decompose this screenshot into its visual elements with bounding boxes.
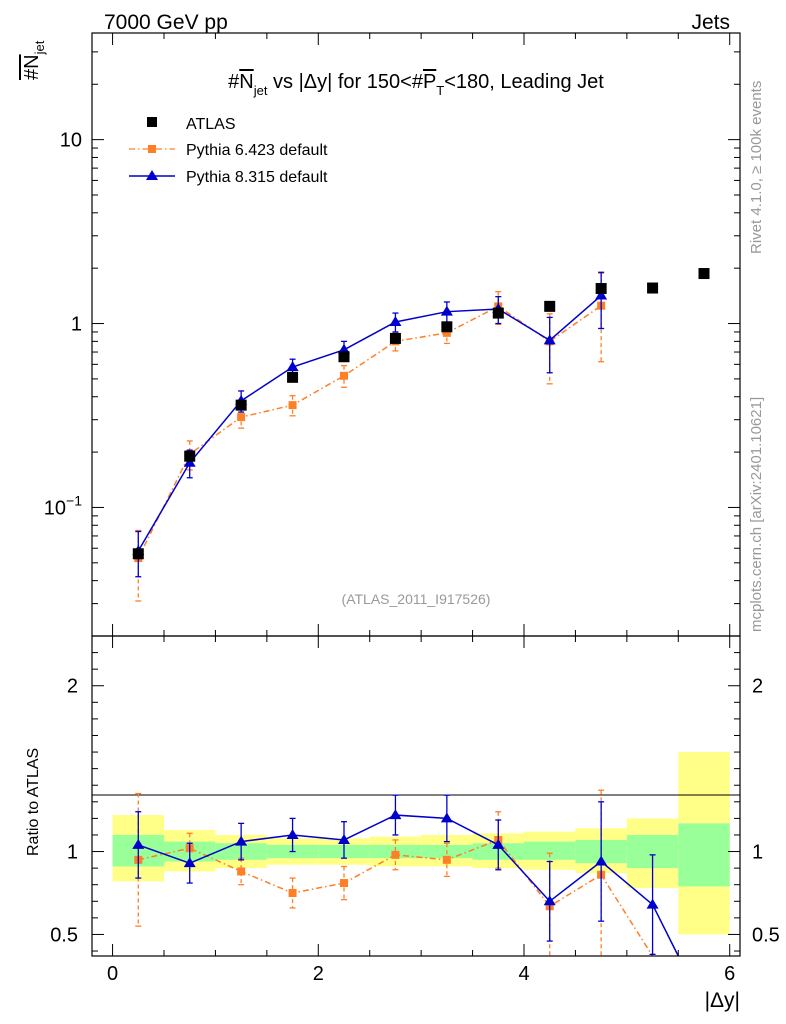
data-point — [389, 315, 402, 326]
ratio-tick-label-right: 2 — [752, 676, 763, 698]
ratio-tick-label-right: 1 — [752, 842, 763, 864]
ratio-tick-label-left: 1 — [67, 842, 78, 864]
data-point — [595, 855, 608, 866]
data-point — [288, 888, 297, 897]
x-tick-label: 6 — [724, 963, 735, 985]
data-point — [646, 898, 659, 909]
ratio-tick-label-left: 2 — [67, 676, 78, 698]
main-title-n: N — [239, 71, 253, 93]
main-title-p: P — [423, 71, 436, 93]
ratio-ticks — [92, 636, 740, 956]
legend-atlas-label: ATLAS — [186, 116, 236, 133]
header-right: Jets — [691, 11, 730, 34]
data-point — [237, 413, 246, 422]
series-py8 — [132, 271, 608, 578]
data-point — [595, 283, 607, 295]
ratio-y-axis-label: Ratio to ATLAS — [25, 748, 42, 856]
data-point — [338, 351, 350, 363]
data-point — [492, 838, 505, 849]
x-tick-label: 4 — [518, 963, 529, 985]
data-point — [698, 268, 710, 280]
series-py6 — [134, 272, 606, 602]
ratio-tick-labels: 0.5 0.5 1 1 2 2 — [50, 676, 780, 947]
main-title-jet: jet — [253, 83, 268, 98]
series-line — [137, 305, 602, 559]
ratio-tick-label-left: 0.5 — [50, 924, 78, 946]
data-point — [183, 857, 196, 868]
y-tick-label: 10−1 — [44, 492, 82, 519]
data-point — [595, 289, 608, 300]
main-title: #Njet vs |Δy| for 150<#PT<180, Leading J… — [228, 71, 604, 98]
main-title-end: <180, Leading Jet — [444, 71, 604, 93]
x-tick-label: 0 — [107, 963, 118, 985]
legend: ATLAS Pythia 6.423 default Pythia 8.315 … — [129, 116, 328, 186]
main-title-t: T — [436, 83, 444, 98]
y-axis-label-main: #N — [21, 54, 43, 80]
series-atlas — [132, 268, 710, 560]
data-point — [237, 867, 246, 876]
data-point — [389, 332, 401, 344]
data-point — [132, 548, 144, 560]
ratio-bands — [112, 752, 730, 935]
legend-py8-marker — [146, 170, 158, 180]
data-point — [440, 305, 453, 316]
x-axis-label: |Δy| — [705, 989, 740, 1012]
main-title-middle: vs |Δy| for 150<# — [267, 71, 423, 93]
ratio-tick-label-right: 0.5 — [752, 924, 780, 946]
y-tick-label-base: 10 — [60, 130, 82, 152]
data-point — [286, 361, 299, 372]
ratio-series-py8 — [132, 794, 679, 957]
data-point — [391, 850, 400, 859]
ratio-frame — [91, 635, 741, 957]
data-point — [340, 371, 348, 380]
legend-py8-label: Pythia 8.315 default — [186, 169, 328, 186]
main-plot: #Njet vs |Δy| for 150<#PT<180, Leading J… — [44, 32, 741, 637]
side-label-bottom: mcplots.cern.ch [arXiv:2401.10621] — [748, 397, 765, 632]
y-tick-label: 1 — [71, 314, 82, 336]
y-tick-label-base: 10 — [44, 497, 66, 519]
header-left: 7000 GeV pp — [104, 11, 228, 34]
data-point — [543, 895, 556, 906]
data-point — [288, 401, 297, 410]
data-point — [442, 328, 451, 337]
data-point — [340, 879, 348, 888]
data-point — [442, 855, 451, 864]
data-point — [543, 334, 556, 345]
data-point — [647, 282, 659, 294]
x-tick-labels: 0 2 4 6 — [107, 963, 735, 985]
x-tick-label: 2 — [313, 963, 324, 985]
data-point — [183, 456, 196, 467]
legend-atlas-marker — [147, 117, 157, 127]
data-point — [286, 828, 299, 839]
series-line — [138, 814, 679, 957]
y-axis-label: #Njet — [21, 40, 47, 80]
uncertainty-band-inner — [524, 841, 576, 860]
data-point — [235, 399, 247, 411]
y-tick-label-exp: −1 — [66, 492, 82, 508]
side-label-top: Rivet 4.1.0, ≥ 100k events — [748, 81, 765, 254]
main-title-hash: # — [228, 71, 240, 93]
data-point — [389, 809, 402, 820]
data-point — [440, 812, 453, 823]
y-tick-label: 10 — [60, 130, 82, 152]
data-point — [132, 838, 145, 849]
data-point — [492, 307, 504, 319]
legend-py6-label: Pythia 6.423 default — [186, 142, 328, 159]
uncertainty-band-inner — [678, 823, 730, 887]
data-point — [441, 321, 453, 333]
data-point — [544, 300, 556, 312]
y-axis-label-sub: jet — [32, 40, 47, 55]
data-point — [235, 835, 248, 846]
series-line — [137, 294, 602, 552]
ratio-plot: 0.5 0.5 1 1 2 2 0 2 4 6 — [50, 635, 780, 985]
data-point — [287, 371, 299, 383]
data-point — [338, 833, 350, 844]
watermark: (ATLAS_2011_I917526) — [342, 591, 491, 607]
data-point — [184, 450, 196, 462]
legend-py6-marker — [148, 145, 156, 153]
y-tick-label-base: 1 — [71, 314, 82, 336]
